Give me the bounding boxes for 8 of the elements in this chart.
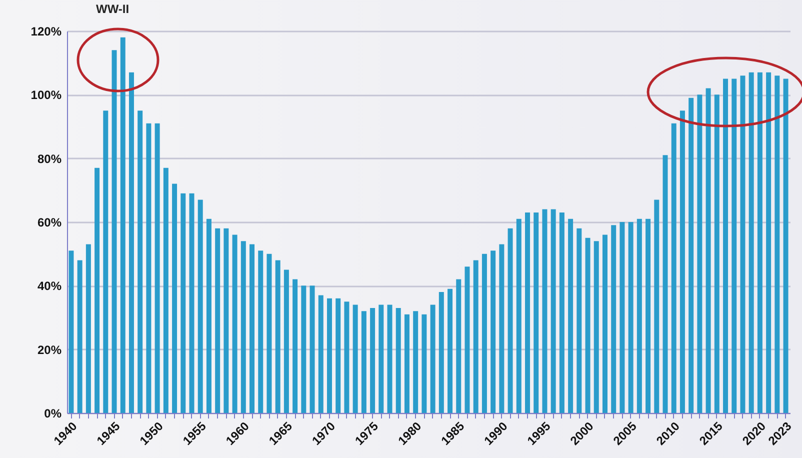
y-tick-label: 100% (30, 88, 62, 102)
text: WW-II (96, 2, 130, 16)
y-tick-label: 20% (37, 342, 62, 357)
y-tick-label: 120% (30, 24, 62, 38)
y-tick-label: 0% (44, 406, 62, 420)
y-tick-label: 60% (37, 216, 62, 230)
y-tick-label: 40% (37, 279, 62, 294)
y-tick-label: 80% (37, 152, 62, 166)
